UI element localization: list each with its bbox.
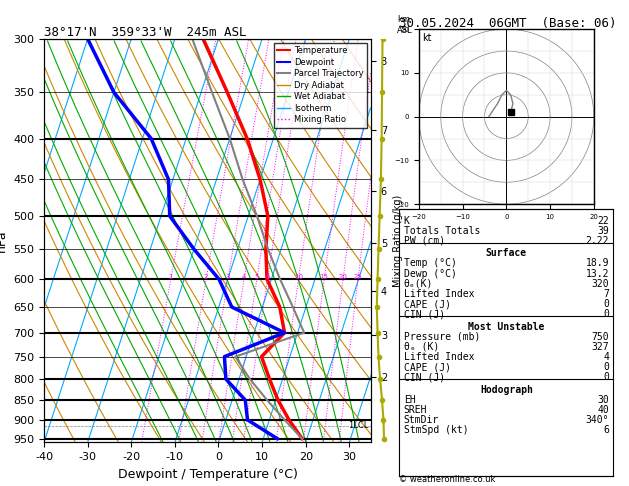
- Text: StmSpd (kt): StmSpd (kt): [404, 425, 469, 435]
- Text: 0: 0: [603, 372, 609, 382]
- Text: 320: 320: [591, 279, 609, 289]
- Text: 340°: 340°: [586, 415, 609, 425]
- Text: 30.05.2024  06GMT  (Base: 06): 30.05.2024 06GMT (Base: 06): [399, 17, 617, 30]
- Text: 4: 4: [603, 352, 609, 362]
- Text: 13.2: 13.2: [586, 269, 609, 278]
- Text: PW (cm): PW (cm): [404, 236, 445, 246]
- Text: Most Unstable: Most Unstable: [468, 322, 545, 331]
- Text: 15: 15: [320, 274, 328, 280]
- Text: StmDir: StmDir: [404, 415, 439, 425]
- Text: 39: 39: [598, 226, 609, 236]
- Text: 327: 327: [591, 342, 609, 352]
- Text: 4: 4: [242, 274, 246, 280]
- Text: Temp (°C): Temp (°C): [404, 259, 457, 268]
- Text: Pressure (mb): Pressure (mb): [404, 331, 480, 342]
- Text: CAPE (J): CAPE (J): [404, 362, 451, 372]
- Text: 7: 7: [603, 289, 609, 299]
- Text: 30: 30: [598, 395, 609, 405]
- Text: 2.22: 2.22: [586, 236, 609, 246]
- Text: Lifted Index: Lifted Index: [404, 352, 474, 362]
- Text: θₑ(K): θₑ(K): [404, 279, 433, 289]
- Text: Dewp (°C): Dewp (°C): [404, 269, 457, 278]
- Text: 18.9: 18.9: [586, 259, 609, 268]
- Text: 0: 0: [603, 362, 609, 372]
- Text: 38°17'N  359°33'W  245m ASL: 38°17'N 359°33'W 245m ASL: [44, 26, 247, 39]
- Text: 5: 5: [255, 274, 259, 280]
- Text: Lifted Index: Lifted Index: [404, 289, 474, 299]
- Y-axis label: hPa: hPa: [0, 229, 8, 252]
- Text: kt: kt: [422, 33, 432, 43]
- Text: K: K: [404, 216, 409, 226]
- Text: 2: 2: [204, 274, 208, 280]
- Text: 0: 0: [603, 299, 609, 309]
- Text: EH: EH: [404, 395, 415, 405]
- Text: 10: 10: [294, 274, 303, 280]
- Text: SREH: SREH: [404, 405, 427, 415]
- Text: 750: 750: [591, 331, 609, 342]
- Text: km
ASL: km ASL: [398, 16, 413, 35]
- Text: Surface: Surface: [486, 248, 527, 258]
- Text: CAPE (J): CAPE (J): [404, 299, 451, 309]
- Text: 6: 6: [603, 425, 609, 435]
- Text: 25: 25: [353, 274, 362, 280]
- Text: 1: 1: [169, 274, 173, 280]
- Text: CIN (J): CIN (J): [404, 372, 445, 382]
- Text: © weatheronline.co.uk: © weatheronline.co.uk: [399, 474, 496, 484]
- Text: 6: 6: [265, 274, 270, 280]
- Text: 20: 20: [338, 274, 347, 280]
- Text: 1LCL: 1LCL: [348, 421, 369, 430]
- Text: 40: 40: [598, 405, 609, 415]
- X-axis label: Dewpoint / Temperature (°C): Dewpoint / Temperature (°C): [118, 468, 298, 481]
- Text: Hodograph: Hodograph: [480, 384, 533, 395]
- Y-axis label: Mixing Ratio (g/kg): Mixing Ratio (g/kg): [392, 194, 403, 287]
- Text: Totals Totals: Totals Totals: [404, 226, 480, 236]
- Text: 3: 3: [226, 274, 230, 280]
- Legend: Temperature, Dewpoint, Parcel Trajectory, Dry Adiabat, Wet Adiabat, Isotherm, Mi: Temperature, Dewpoint, Parcel Trajectory…: [274, 43, 367, 128]
- Text: 22: 22: [598, 216, 609, 226]
- Text: 0: 0: [603, 309, 609, 319]
- Text: CIN (J): CIN (J): [404, 309, 445, 319]
- Text: θₑ (K): θₑ (K): [404, 342, 439, 352]
